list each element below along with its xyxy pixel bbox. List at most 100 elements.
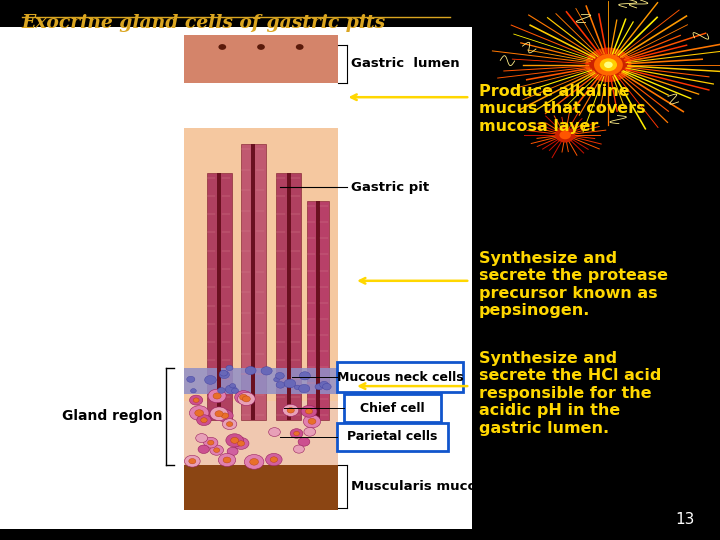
Text: Mucous neck cells: Mucous neck cells xyxy=(336,371,463,384)
Bar xyxy=(307,201,329,420)
Circle shape xyxy=(299,384,310,393)
Bar xyxy=(276,173,301,420)
Circle shape xyxy=(594,54,623,76)
Circle shape xyxy=(276,382,285,388)
Circle shape xyxy=(207,440,214,445)
Bar xyxy=(337,423,449,451)
Bar xyxy=(184,128,338,420)
Circle shape xyxy=(320,381,328,388)
Circle shape xyxy=(243,396,251,402)
Circle shape xyxy=(210,407,228,421)
Circle shape xyxy=(261,367,272,375)
Text: Gland reglon: Gland reglon xyxy=(61,409,162,423)
Circle shape xyxy=(215,411,223,417)
Circle shape xyxy=(218,44,226,50)
Bar xyxy=(184,368,338,394)
Circle shape xyxy=(232,388,238,393)
Circle shape xyxy=(296,44,304,50)
Circle shape xyxy=(323,383,331,390)
Bar xyxy=(251,144,256,420)
Circle shape xyxy=(197,415,211,426)
Circle shape xyxy=(219,371,230,379)
Text: Chief cell: Chief cell xyxy=(361,402,425,415)
Circle shape xyxy=(226,366,233,370)
Bar xyxy=(337,362,463,392)
Circle shape xyxy=(235,390,252,404)
Circle shape xyxy=(227,447,238,456)
Circle shape xyxy=(238,393,255,406)
Bar xyxy=(0,27,472,529)
Circle shape xyxy=(559,131,571,139)
Circle shape xyxy=(233,437,249,449)
Bar xyxy=(184,401,338,465)
Circle shape xyxy=(308,418,316,424)
Circle shape xyxy=(223,457,231,463)
Circle shape xyxy=(222,418,237,429)
Circle shape xyxy=(198,445,210,454)
Circle shape xyxy=(257,44,265,50)
Bar xyxy=(241,144,266,420)
Bar xyxy=(344,394,441,422)
Circle shape xyxy=(238,441,245,446)
Bar xyxy=(184,35,338,83)
Circle shape xyxy=(315,384,323,390)
Circle shape xyxy=(585,48,631,82)
Text: Gastric pit: Gastric pit xyxy=(351,181,430,194)
Circle shape xyxy=(217,409,233,422)
Bar xyxy=(184,465,338,510)
Bar xyxy=(207,173,232,420)
Text: Gastric  lumen: Gastric lumen xyxy=(351,57,460,70)
Circle shape xyxy=(305,409,312,414)
Circle shape xyxy=(213,393,221,399)
Text: Exocrine gland cells of gastric pits: Exocrine gland cells of gastric pits xyxy=(22,14,386,31)
Bar xyxy=(217,173,222,420)
Circle shape xyxy=(244,455,264,469)
Circle shape xyxy=(208,389,226,403)
Circle shape xyxy=(186,376,195,382)
Circle shape xyxy=(266,454,282,466)
Circle shape xyxy=(240,394,248,400)
Circle shape xyxy=(189,395,203,405)
Circle shape xyxy=(275,373,284,379)
Circle shape xyxy=(301,406,317,417)
Circle shape xyxy=(555,127,575,143)
Circle shape xyxy=(270,457,278,462)
Circle shape xyxy=(304,428,315,436)
Text: Muscularis mucosa: Muscularis mucosa xyxy=(351,480,494,493)
Circle shape xyxy=(225,385,237,394)
Circle shape xyxy=(294,445,305,453)
Circle shape xyxy=(189,458,196,464)
Circle shape xyxy=(300,372,310,380)
Circle shape xyxy=(226,422,233,427)
Circle shape xyxy=(210,445,223,455)
Bar xyxy=(184,35,338,510)
Text: 13: 13 xyxy=(675,511,695,526)
Circle shape xyxy=(269,428,280,436)
Text: Synthesize and
secrete the protease
precursor known as
pepsinogen.: Synthesize and secrete the protease prec… xyxy=(479,251,668,318)
Circle shape xyxy=(218,454,235,467)
Circle shape xyxy=(294,385,300,390)
Circle shape xyxy=(303,415,320,428)
Text: Produce alkaline
mucus that covers
mucosa layer: Produce alkaline mucus that covers mucos… xyxy=(479,84,645,133)
Circle shape xyxy=(204,375,216,384)
Circle shape xyxy=(287,408,294,413)
Circle shape xyxy=(196,434,207,443)
Circle shape xyxy=(189,406,209,420)
Circle shape xyxy=(217,388,225,393)
Circle shape xyxy=(298,437,310,446)
Circle shape xyxy=(201,418,207,423)
Circle shape xyxy=(246,367,256,375)
Circle shape xyxy=(600,58,617,71)
Circle shape xyxy=(221,413,229,418)
Circle shape xyxy=(284,379,296,388)
Circle shape xyxy=(283,404,299,416)
Circle shape xyxy=(195,410,204,416)
Circle shape xyxy=(184,455,200,467)
Text: Parietal cells: Parietal cells xyxy=(348,430,438,443)
Circle shape xyxy=(230,437,238,443)
Circle shape xyxy=(604,62,613,68)
Bar xyxy=(316,201,320,420)
Circle shape xyxy=(191,389,197,393)
Circle shape xyxy=(250,458,258,465)
Circle shape xyxy=(204,437,218,448)
